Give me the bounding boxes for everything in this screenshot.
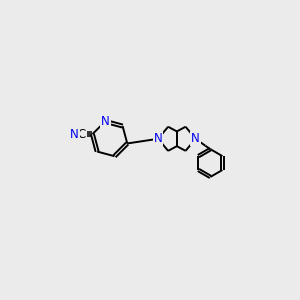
Text: N: N [191, 132, 200, 145]
Text: N: N [70, 128, 79, 141]
Text: C: C [77, 128, 86, 141]
Text: N: N [154, 132, 163, 145]
Text: N: N [101, 115, 110, 128]
